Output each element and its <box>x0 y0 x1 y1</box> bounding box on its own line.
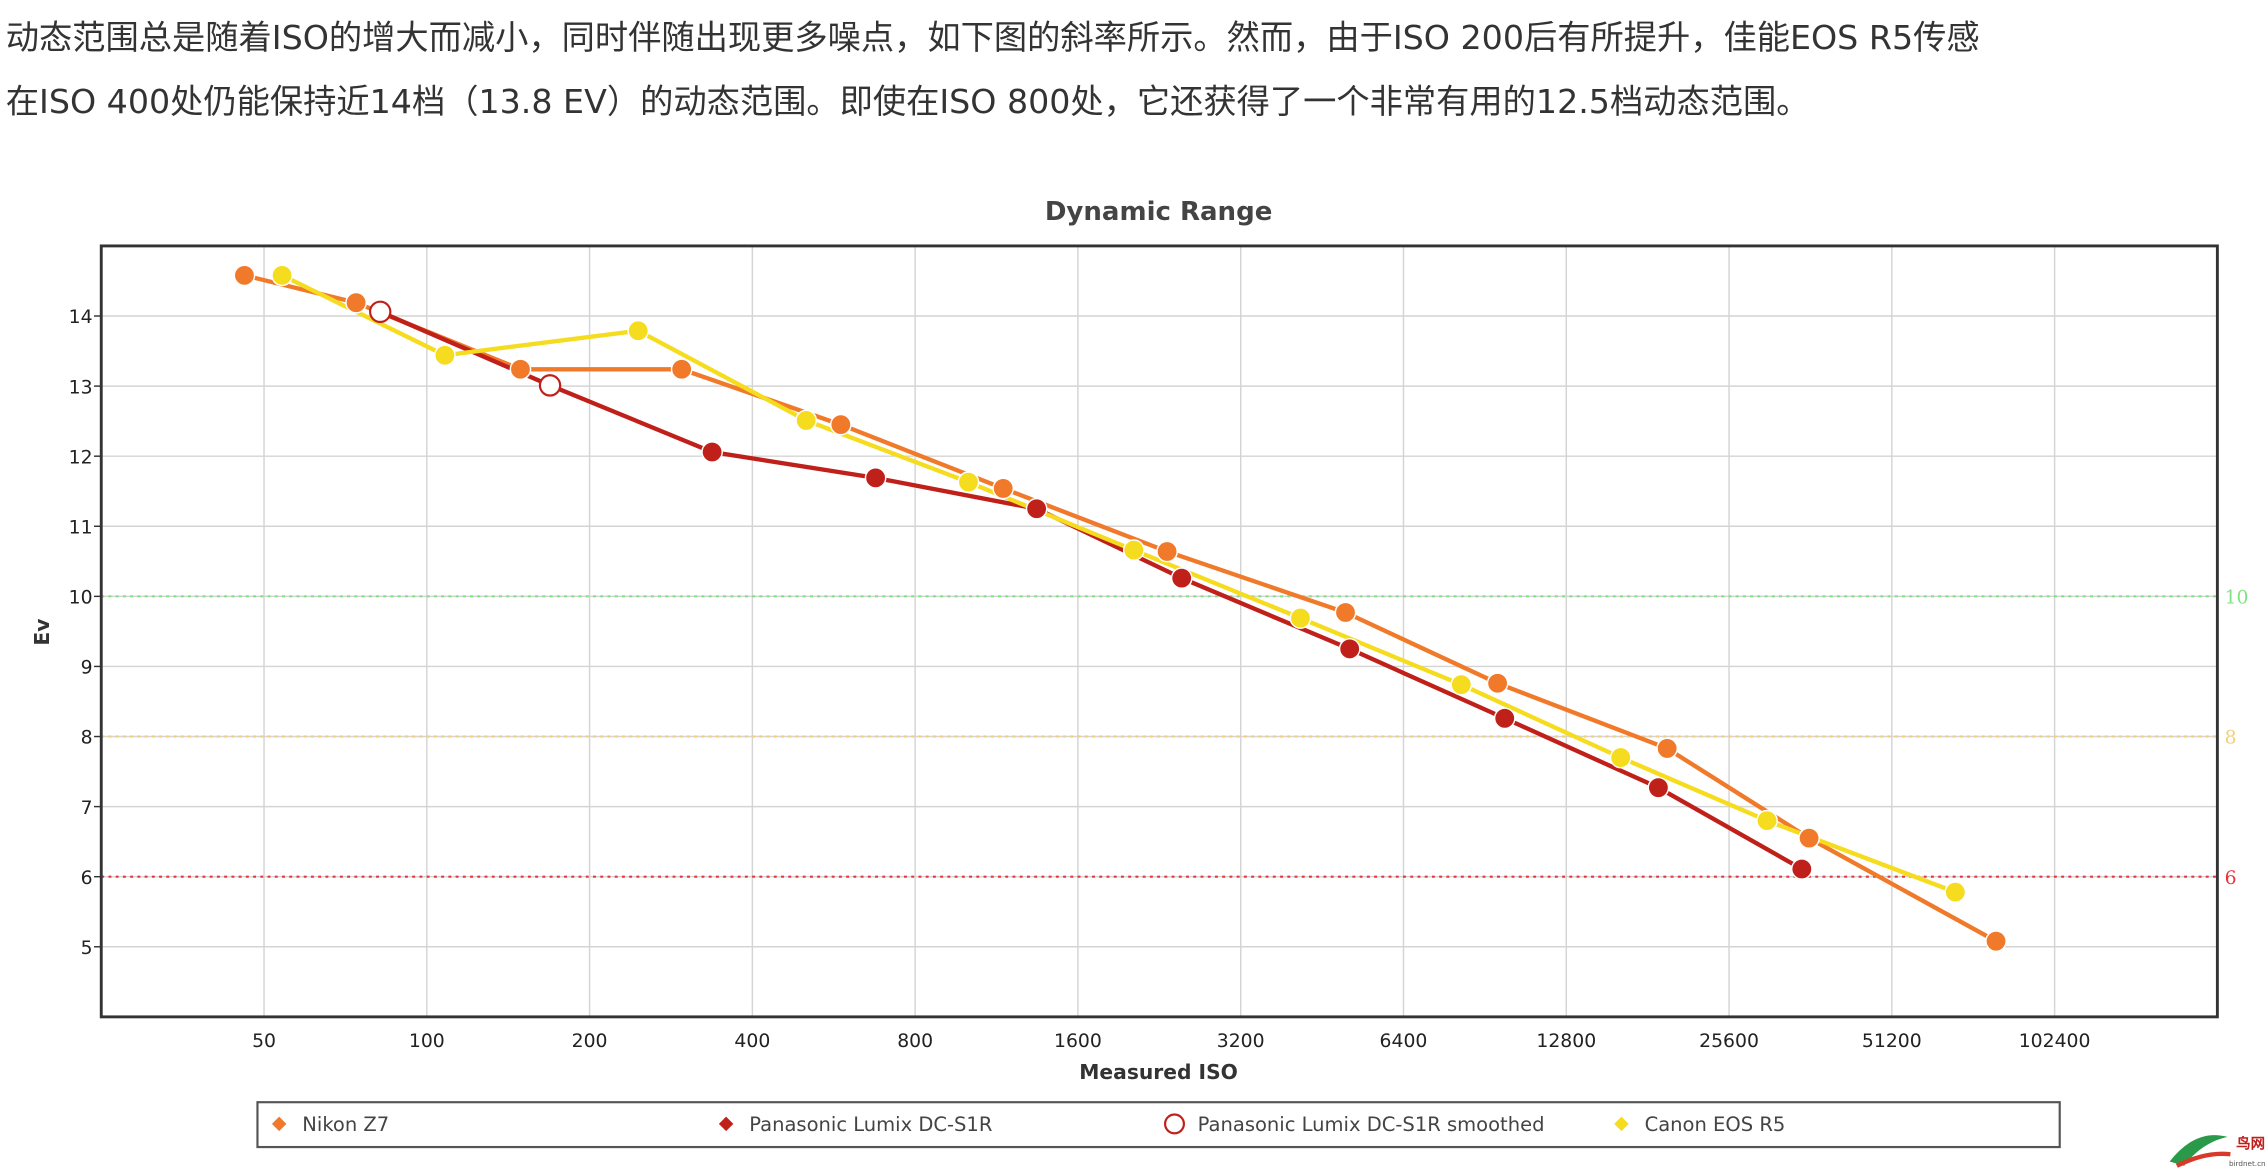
watermark-text: 鸟网 <box>2236 1134 2265 1152</box>
x-tick-label: 12800 <box>1536 1031 1596 1052</box>
legend-label: Canon EOS R5 <box>1645 1113 1786 1136</box>
data-point <box>1985 930 2007 953</box>
series-line <box>379 309 1803 871</box>
x-tick-label: 51200 <box>1862 1031 1922 1052</box>
x-tick-label: 1600 <box>1054 1031 1102 1052</box>
data-point <box>1493 707 1516 730</box>
legend-marker <box>1164 1113 1185 1135</box>
data-point <box>1790 858 1813 880</box>
y-tick-label: 7 <box>81 798 93 819</box>
data-point <box>1798 827 1820 849</box>
x-tick-label: 400 <box>734 1031 770 1052</box>
y-axis-title: Ev <box>30 619 54 646</box>
watermark-logo <box>2169 1135 2228 1166</box>
y-tick-label: 9 <box>81 658 93 679</box>
legend: Nikon Z7 Panasonic Lumix DC-S1R Panasonic … <box>271 1113 1786 1136</box>
x-axis-title: Measured ISO <box>1079 1060 1238 1084</box>
x-tick-label: 3200 <box>1217 1031 1265 1052</box>
y-tick-label: 5 <box>81 938 93 959</box>
x-tick-label: 102400 <box>2019 1031 2091 1052</box>
y-tick-label: 13 <box>69 377 93 398</box>
data-point <box>1334 601 1357 624</box>
paragraph-line: 动态范围总是随着ISO的增大而减小，同时伴随出现更多噪点，如下图的斜率所示。然而… <box>6 18 1980 57</box>
data-point <box>1647 776 1670 799</box>
data-point <box>1170 567 1193 589</box>
series-line <box>243 273 1998 944</box>
reference-label: 6 <box>2225 868 2237 889</box>
x-tick-label: 50 <box>252 1031 276 1052</box>
data-point <box>1756 809 1778 832</box>
data-point <box>1450 673 1473 696</box>
y-tick-label: 11 <box>69 517 93 538</box>
chart-title: Dynamic Range <box>1045 197 1273 227</box>
paragraph-line: 在ISO 400处仍能保持近14档（13.8 EV）的动态范围。即使在ISO 8… <box>6 82 1810 121</box>
data-point <box>1486 672 1509 695</box>
x-tick-label: 800 <box>897 1031 933 1052</box>
data-point <box>368 300 392 324</box>
data-point <box>1338 638 1361 660</box>
legend-box <box>256 1101 2061 1149</box>
data-point <box>1944 881 1967 903</box>
data-point <box>1122 539 1145 561</box>
data-point <box>1025 497 1048 520</box>
data-point <box>1656 737 1679 760</box>
x-tick-label: 100 <box>409 1031 445 1052</box>
data-point <box>1156 540 1178 563</box>
data-point <box>701 441 723 463</box>
reference-lines: 10 8 6 <box>101 588 2249 889</box>
legend-label: Panasonic Lumix DC-S1R <box>749 1113 992 1136</box>
grid: 50 100 200 400 800 1600 3200 6400 12800 25600 5120… <box>69 245 2218 1052</box>
y-tick-label: 10 <box>69 588 93 609</box>
x-tick-label: 200 <box>572 1031 608 1052</box>
data-point <box>795 409 818 432</box>
data-point <box>509 358 532 381</box>
watermark-url: birdnet.cn <box>2229 1159 2266 1168</box>
series <box>233 264 2007 953</box>
legend-marker <box>1614 1116 1629 1132</box>
reference-label: 8 <box>2225 728 2237 749</box>
legend-label: Nikon Z7 <box>302 1113 389 1136</box>
y-tick-label: 14 <box>69 307 93 328</box>
data-point <box>434 344 456 367</box>
y-tick-label: 8 <box>81 728 93 749</box>
reference-label: 10 <box>2225 588 2249 609</box>
data-point <box>233 264 256 287</box>
x-tick-label: 6400 <box>1380 1031 1428 1052</box>
data-point <box>1289 607 1312 629</box>
data-point <box>864 467 887 489</box>
data-point <box>345 291 367 314</box>
data-point <box>829 413 852 436</box>
data-point <box>1609 746 1632 769</box>
data-point <box>538 374 562 397</box>
legend-marker <box>718 1116 734 1132</box>
y-tick-label: 12 <box>69 447 93 468</box>
data-point <box>271 264 293 287</box>
x-tick-label: 25600 <box>1699 1031 1759 1052</box>
y-tick-label: 6 <box>81 868 93 889</box>
data-point <box>670 358 693 381</box>
data-point <box>992 477 1015 500</box>
data-point <box>627 319 650 342</box>
plot-frame <box>99 244 2219 1019</box>
data-point <box>957 471 980 493</box>
legend-label: Panasonic Lumix DC-S1R smoothed <box>1198 1113 1545 1136</box>
watermark-logo <box>2175 1151 2231 1168</box>
watermark: 鸟网 birdnet.cn <box>2169 1134 2266 1168</box>
